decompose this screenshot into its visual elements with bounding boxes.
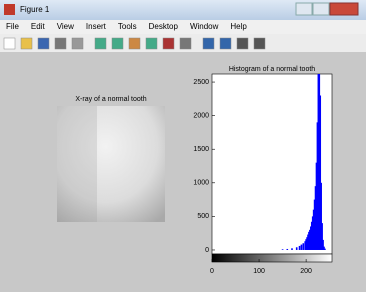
tool-button[interactable] [254,38,265,49]
menu-item[interactable]: File [6,22,19,31]
x-tick-label: 200 [300,268,312,275]
minimize-button[interactable] [296,3,312,15]
window-title: Figure 1 [20,5,50,14]
bar [286,249,288,250]
y-tick-label: 2500 [193,79,209,86]
y-tick-label: 1500 [193,146,209,153]
bar [282,249,284,250]
tool-button[interactable] [146,38,157,49]
bar [301,245,303,250]
tool-button[interactable] [129,38,140,49]
tool-button[interactable] [203,38,214,49]
histogram-title: Histogram of a normal tooth [229,66,315,73]
menu-item[interactable]: Tools [118,22,137,31]
figure-window: Figure 1 File Edit View Insert Tools Desktop W… [0,0,366,292]
menu-item[interactable]: Help [230,22,247,31]
tool-button[interactable] [72,38,83,49]
x-tick-label: 0 [210,268,214,275]
page: Figure 1 File Edit View Insert Tools Desktop W… [0,0,366,297]
tool-button[interactable] [163,38,174,49]
y-tick-label: 1000 [193,180,209,187]
close-button[interactable] [330,3,358,15]
y-tick-label: 2000 [193,112,209,119]
tool-button[interactable] [112,38,123,49]
menu-item[interactable]: Edit [31,22,46,31]
y-tick-label: 0 [205,247,209,254]
tool-button[interactable] [220,38,231,49]
tool-button[interactable] [237,38,248,49]
tool-button[interactable] [95,38,106,49]
tool-button[interactable] [180,38,191,49]
bar [324,249,326,250]
image-title: X-ray of a normal tooth [75,96,146,103]
app-icon [4,4,15,15]
menu-item[interactable]: Desktop [149,22,179,31]
xray-shade [57,106,97,222]
menu-item[interactable]: Window [190,22,219,31]
tool-button[interactable] [21,38,32,49]
bar [302,243,304,250]
bar [291,248,293,250]
y-tick-label: 500 [197,213,209,220]
x-tick-label: 100 [253,268,265,275]
tool-button[interactable] [38,38,49,49]
menu-bar [0,20,366,34]
bar [296,247,298,250]
colorbar [212,254,332,262]
maximize-button[interactable] [313,3,329,15]
menu-item[interactable]: View [57,22,74,31]
toolbar-icons [4,38,265,49]
menu: File Edit View Insert Tools Desktop Window Help [6,22,247,31]
bar [299,246,301,250]
tool-button[interactable] [4,38,15,49]
tool-button[interactable] [55,38,66,49]
menu-item[interactable]: Insert [86,22,107,31]
